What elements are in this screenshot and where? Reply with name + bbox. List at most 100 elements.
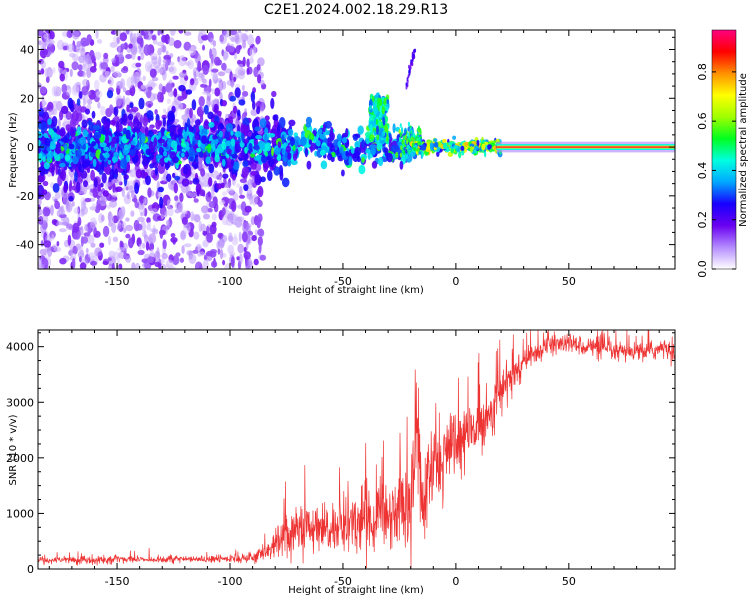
spectral-blob bbox=[228, 232, 232, 241]
spectral-blob bbox=[378, 157, 383, 166]
spectral-blob bbox=[166, 82, 171, 92]
spectral-blob bbox=[128, 237, 134, 248]
spectral-blob bbox=[219, 35, 227, 44]
spectral-blob bbox=[147, 256, 154, 263]
spectral-blob bbox=[375, 97, 378, 103]
spectral-blob bbox=[237, 244, 244, 254]
spectral-blob bbox=[94, 80, 100, 91]
spectral-blob bbox=[157, 187, 164, 193]
spectral-blob bbox=[234, 53, 237, 60]
spectral-blob bbox=[120, 32, 128, 41]
spectral-blob bbox=[90, 261, 97, 266]
spectral-blob bbox=[214, 57, 221, 66]
spectral-blob bbox=[85, 154, 88, 159]
spectral-blob bbox=[268, 157, 274, 167]
spectral-blob bbox=[82, 129, 87, 136]
spectral-blob bbox=[181, 153, 185, 158]
spectral-blob bbox=[214, 80, 217, 84]
spectral-blob bbox=[77, 126, 81, 135]
spectral-blob bbox=[100, 142, 107, 147]
spectral-blob bbox=[162, 45, 166, 53]
spectral-blob bbox=[209, 201, 216, 208]
spectral-blob bbox=[470, 146, 473, 153]
spectral-blob bbox=[116, 136, 119, 143]
spectral-blob bbox=[400, 161, 404, 170]
spectral-blob bbox=[170, 131, 175, 137]
spectral-blob bbox=[69, 144, 75, 150]
spectral-blob bbox=[81, 206, 88, 215]
spectral-blob bbox=[239, 232, 242, 242]
spectral-blob bbox=[381, 122, 383, 127]
spectral-blob bbox=[412, 58, 414, 62]
spectral-blob bbox=[192, 140, 195, 145]
spectral-blob bbox=[117, 54, 124, 58]
spectral-blob bbox=[146, 149, 151, 155]
spectral-blob bbox=[44, 240, 52, 247]
spectral-blob bbox=[199, 96, 205, 107]
spectral-blob bbox=[164, 157, 168, 163]
spectral-blob bbox=[384, 147, 388, 157]
spectral-blob bbox=[127, 191, 130, 199]
spectral-blob bbox=[192, 99, 197, 110]
spectral-blob bbox=[183, 166, 189, 175]
spectral-blob bbox=[260, 118, 267, 128]
spectral-blob bbox=[86, 248, 89, 254]
spectral-blob bbox=[123, 66, 128, 71]
x-tick-label: -100 bbox=[218, 575, 243, 588]
spectral-blob bbox=[124, 162, 127, 171]
spectral-blob bbox=[199, 251, 205, 256]
spectral-blob bbox=[382, 132, 384, 137]
spectral-blob bbox=[200, 189, 206, 196]
spectral-blob bbox=[321, 160, 328, 169]
spectral-blob bbox=[186, 89, 192, 94]
spectral-blob bbox=[300, 137, 307, 146]
spectral-blob bbox=[372, 95, 375, 101]
spectral-blob bbox=[221, 63, 227, 71]
spectral-blob bbox=[56, 221, 63, 225]
spectral-blob bbox=[405, 135, 407, 140]
spectral-blob bbox=[310, 145, 313, 153]
spectral-blob bbox=[109, 104, 113, 111]
spectral-blob bbox=[95, 52, 102, 60]
spectral-blob bbox=[213, 40, 216, 47]
spectral-blob bbox=[77, 221, 80, 227]
spectral-blob bbox=[87, 134, 90, 143]
spectral-blob bbox=[408, 122, 410, 127]
spectral-blob bbox=[369, 105, 372, 110]
spectral-blob bbox=[142, 76, 146, 82]
spectral-blob bbox=[67, 44, 74, 53]
y-tick-label: 0 bbox=[27, 563, 34, 576]
spectral-blob bbox=[167, 99, 171, 104]
spectral-blob bbox=[238, 99, 245, 105]
spectral-blob bbox=[68, 235, 72, 246]
spectral-blob bbox=[382, 106, 385, 115]
spectral-blob bbox=[400, 123, 402, 128]
spectral-blob bbox=[309, 139, 312, 145]
spectral-blob bbox=[236, 45, 241, 54]
spectral-blob bbox=[74, 207, 79, 214]
y-tick-label: 1000 bbox=[6, 507, 34, 520]
spectral-blob bbox=[201, 205, 209, 213]
spectral-blob bbox=[163, 61, 169, 71]
x-tick-label: 0 bbox=[452, 575, 459, 588]
spectral-blob bbox=[184, 132, 187, 140]
spectral-blob bbox=[464, 142, 469, 147]
spectral-blob bbox=[182, 178, 190, 186]
spectral-blob bbox=[448, 142, 452, 146]
spectral-blob bbox=[83, 144, 86, 150]
spectral-blob bbox=[111, 147, 116, 152]
spectral-blob bbox=[451, 149, 454, 154]
spectral-blob bbox=[76, 181, 80, 192]
spectral-blob bbox=[307, 161, 312, 170]
spectral-blob bbox=[199, 264, 203, 272]
spectral-blob bbox=[154, 262, 160, 268]
spectral-blob bbox=[214, 104, 219, 114]
spectral-blob bbox=[191, 214, 197, 221]
spectral-blob bbox=[128, 43, 133, 48]
spectral-blob bbox=[111, 58, 116, 63]
spectral-blob bbox=[43, 156, 46, 162]
spectral-blob bbox=[240, 150, 245, 159]
spectral-blob bbox=[172, 156, 179, 163]
spectral-blob bbox=[222, 174, 228, 179]
spectral-blob bbox=[421, 144, 426, 151]
